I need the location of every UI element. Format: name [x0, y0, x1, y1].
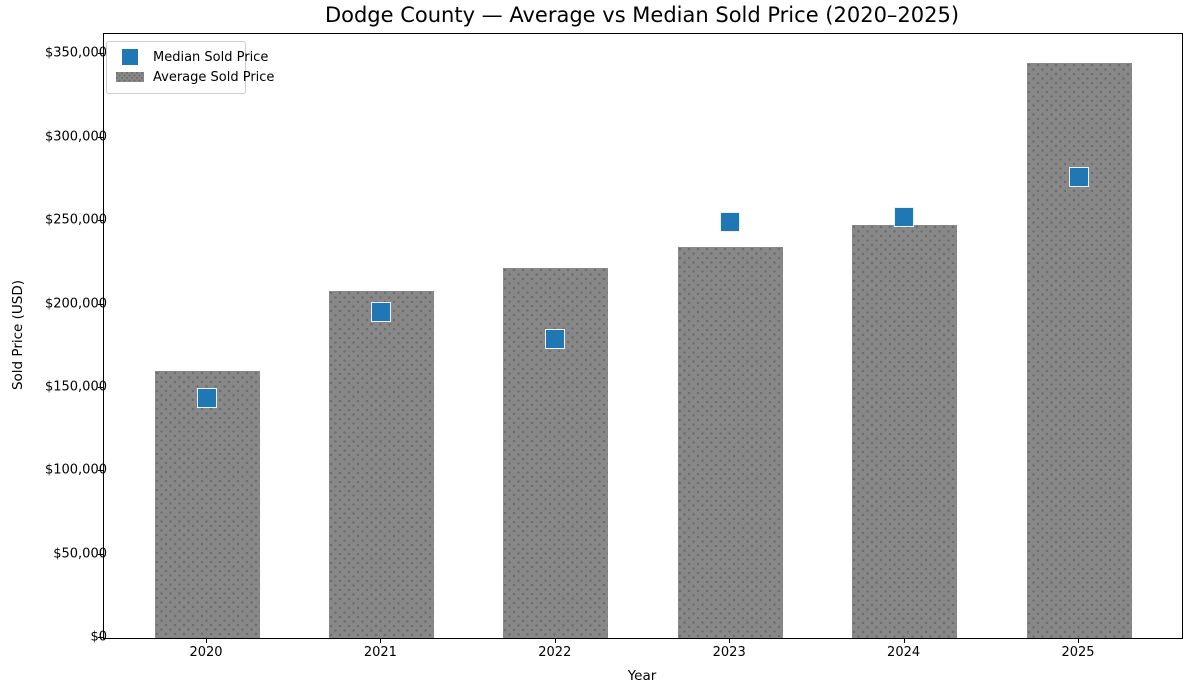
median-swatch-icon	[122, 49, 138, 65]
y-tick-label: $300,000	[44, 129, 107, 145]
y-tick-mark	[98, 303, 103, 305]
x-tick-mark	[729, 638, 731, 643]
legend: Median Sold Price Average Sold Price	[106, 41, 274, 94]
x-tick-label: 2021	[363, 645, 397, 660]
x-tick-label: 2024	[887, 645, 921, 660]
x-tick-mark	[206, 638, 207, 643]
average-bar-2020	[154, 371, 260, 638]
y-tick-label: $250,000	[44, 212, 107, 228]
legend-label-average: Average Sold Price	[153, 69, 275, 85]
median-marker-2025	[1068, 167, 1089, 188]
y-tick-label: $350,000	[44, 45, 107, 61]
x-tick-mark	[554, 638, 556, 643]
plot-area	[103, 33, 1183, 639]
average-swatch-icon	[116, 72, 144, 82]
y-tick-mark	[98, 53, 103, 55]
median-marker-2023	[719, 212, 740, 233]
x-tick-label: 2020	[189, 645, 223, 660]
y-tick-mark	[98, 220, 103, 222]
chart-title: Dodge County — Average vs Median Sold Pr…	[324, 3, 960, 27]
median-marker-2022	[545, 329, 566, 350]
average-bar-2021	[328, 291, 434, 638]
legend-item-median: Median Sold Price	[113, 47, 268, 67]
x-tick-label: 2025	[1061, 645, 1095, 660]
y-tick-mark	[98, 136, 103, 138]
y-tick-mark	[98, 470, 103, 472]
y-tick-label: $150,000	[44, 379, 107, 395]
median-marker-2024	[894, 207, 915, 228]
x-tick-mark	[1078, 638, 1079, 643]
y-tick-label: $100,000	[44, 462, 107, 478]
y-tick-label: $200,000	[44, 296, 107, 312]
y-tick-mark	[98, 637, 103, 638]
x-tick-mark	[380, 638, 382, 643]
legend-item-average: Average Sold Price	[113, 67, 274, 87]
median-marker-2021	[370, 302, 391, 323]
average-bar-2024	[852, 224, 958, 638]
y-axis-label: Sold Price (USD)	[10, 279, 26, 391]
y-tick-mark	[98, 386, 103, 388]
average-bar-2022	[503, 267, 609, 638]
y-tick-label: $50,000	[53, 546, 107, 562]
x-tick-label: 2022	[538, 645, 572, 660]
x-axis-label: Year	[627, 668, 657, 684]
x-tick-label: 2023	[712, 645, 746, 660]
legend-label-median: Median Sold Price	[153, 49, 269, 65]
average-bar-2025	[1026, 62, 1132, 638]
average-bar-2023	[677, 247, 783, 638]
y-tick-mark	[98, 553, 103, 555]
median-marker-2020	[196, 388, 217, 409]
x-tick-mark	[903, 638, 905, 643]
